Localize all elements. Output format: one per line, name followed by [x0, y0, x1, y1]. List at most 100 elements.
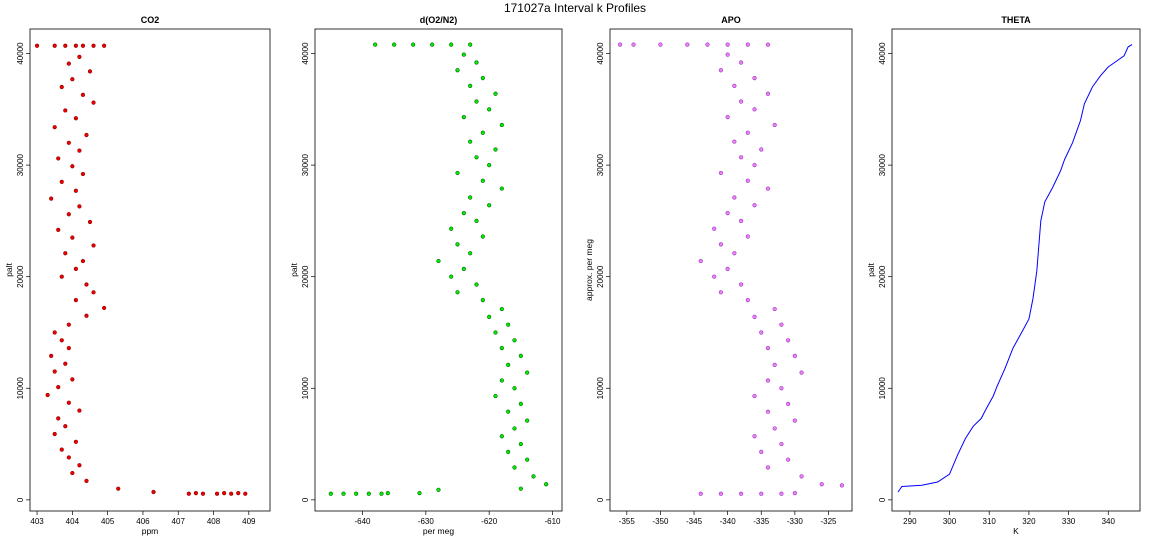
data-marks — [897, 44, 1133, 493]
x-tick-label: 405 — [101, 517, 115, 526]
x-tick-label: 340 — [1102, 517, 1116, 526]
data-point — [745, 178, 750, 183]
y-tick-label: 20000 — [16, 265, 25, 288]
data-point — [759, 330, 764, 335]
data-point — [493, 393, 498, 399]
data-point — [59, 274, 64, 279]
data-point — [738, 218, 744, 224]
data-point — [77, 463, 82, 468]
data-point — [84, 282, 89, 287]
y-tick-label: 40000 — [878, 42, 887, 65]
panel-co2: CO2 403 404 405 406 407 408 409 0 10000 20000 30000… — [4, 15, 271, 536]
data-point — [480, 75, 485, 81]
data-point — [73, 116, 78, 121]
x-tick-label: -350 — [652, 517, 669, 526]
data-point — [732, 139, 737, 144]
x-tick-label: -355 — [619, 517, 636, 526]
x-tick-label: 290 — [903, 517, 917, 526]
data-point — [77, 408, 82, 413]
data-point — [725, 115, 730, 120]
data-point — [56, 385, 61, 390]
data-point — [455, 170, 460, 176]
y-tick-label: 30000 — [16, 153, 25, 176]
data-point — [73, 266, 78, 271]
x-tick-label: 320 — [1022, 517, 1036, 526]
data-point — [80, 92, 86, 97]
data-point — [792, 353, 797, 359]
x-tick-label: -330 — [787, 517, 804, 526]
panel-theta: THETA 290 300 310 320 330 340 0 10000 20000 30000 4… — [866, 15, 1141, 536]
data-point — [745, 298, 750, 303]
data-point — [738, 99, 744, 104]
data-point — [738, 491, 744, 496]
data-point — [59, 447, 64, 452]
data-point — [430, 42, 435, 47]
panel-title: APO — [721, 15, 741, 25]
data-point — [468, 195, 473, 200]
x-tick-label: 403 — [30, 517, 44, 526]
data-point — [518, 401, 523, 406]
data-point — [738, 282, 744, 287]
data-point — [52, 330, 57, 335]
y-tick-label: 0 — [878, 497, 887, 502]
data-point — [732, 251, 737, 256]
panel-title: d(O2/N2) — [420, 15, 458, 25]
data-point — [705, 42, 710, 47]
data-point — [77, 204, 82, 209]
x-tick-label: -610 — [544, 517, 561, 526]
data-point — [718, 491, 724, 496]
x-tick-label: -620 — [481, 517, 498, 526]
data-point — [752, 163, 757, 168]
data-point — [385, 491, 390, 496]
data-point — [354, 491, 359, 496]
data-point — [49, 196, 54, 201]
data-point — [222, 491, 227, 496]
data-point — [455, 68, 460, 73]
data-point — [544, 482, 549, 487]
data-point — [487, 107, 492, 112]
data-point — [461, 210, 466, 216]
data-point — [468, 83, 473, 89]
data-point — [341, 491, 346, 496]
x-tick-label: 300 — [943, 517, 957, 526]
data-point — [436, 258, 441, 264]
y-tick-label: 10000 — [301, 377, 310, 400]
data-point — [487, 163, 492, 168]
data-point — [366, 491, 371, 496]
data-point — [214, 491, 220, 496]
data-point — [718, 290, 724, 295]
data-point — [77, 54, 82, 59]
data-point — [493, 147, 498, 152]
data-point — [455, 242, 460, 247]
data-point — [243, 491, 248, 496]
data-point — [66, 140, 71, 145]
data-point — [66, 322, 71, 327]
data-point — [480, 178, 485, 183]
y-tick-label: 30000 — [878, 153, 887, 176]
data-point — [725, 42, 730, 47]
data-point — [759, 147, 764, 152]
data-point — [752, 107, 757, 112]
y-axis-label: palt — [4, 263, 14, 277]
data-point — [786, 457, 791, 462]
data-point — [328, 491, 333, 496]
data-point — [59, 84, 64, 90]
data-point — [525, 418, 530, 423]
data-marks — [34, 43, 248, 496]
data-point — [487, 314, 492, 319]
data-point — [468, 139, 473, 144]
data-point — [487, 203, 492, 208]
data-point — [506, 449, 511, 454]
data-point — [411, 42, 416, 47]
data-point — [52, 125, 57, 130]
data-point — [436, 487, 441, 492]
plot-frame — [314, 28, 563, 512]
y-tick-label: 20000 — [878, 265, 887, 288]
data-point — [73, 439, 78, 444]
x-tick-label: -325 — [820, 517, 837, 526]
data-point — [759, 449, 764, 454]
x-tick-label: -630 — [418, 517, 435, 526]
x-tick-label: 407 — [172, 517, 186, 526]
y-axis-label: palt — [866, 263, 876, 277]
data-point — [685, 42, 690, 47]
